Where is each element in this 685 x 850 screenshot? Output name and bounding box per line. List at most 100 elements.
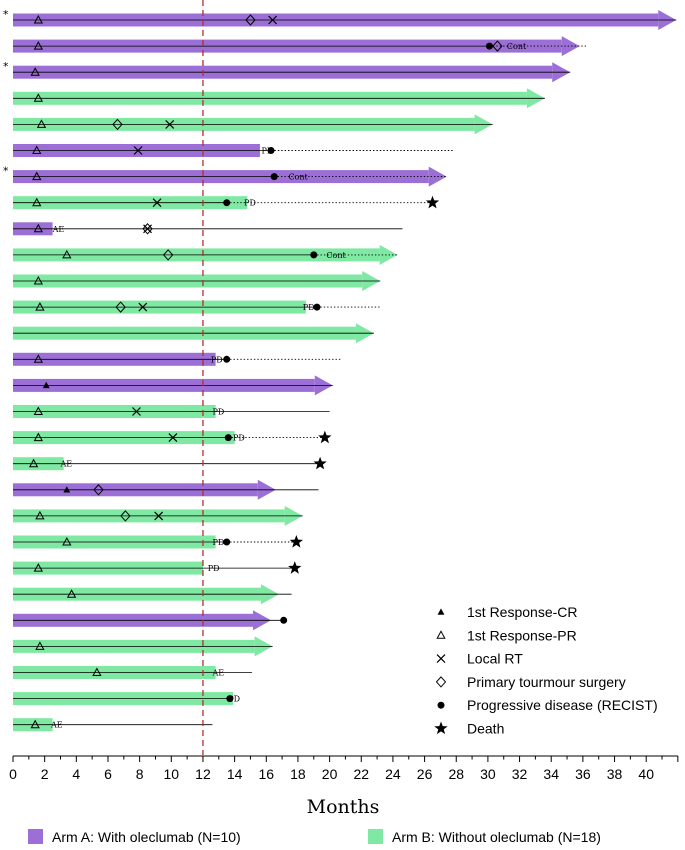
death-marker	[313, 456, 327, 470]
surgery-marker	[93, 484, 104, 496]
patient-row: * Cont	[3, 165, 447, 187]
patient-row: PD	[13, 195, 440, 210]
x-tick-label: 2	[41, 766, 49, 782]
pr-marker	[33, 406, 43, 415]
patient-row: AE	[13, 718, 213, 732]
pr-marker	[33, 354, 43, 363]
pr-marker	[92, 667, 102, 676]
pr-marker	[33, 14, 43, 24]
death-marker	[318, 430, 332, 444]
patient-row: PD	[13, 692, 240, 706]
arm-a-swatch	[28, 829, 43, 844]
patient-row: PD	[13, 430, 332, 445]
patient-row: PD	[13, 561, 302, 575]
bar-end-label: PD	[211, 355, 223, 364]
bar-end-label: PD	[228, 695, 240, 704]
x-tick-label: 14	[227, 766, 243, 782]
pr-marker	[33, 432, 43, 442]
pr-marker	[32, 171, 42, 181]
surgery-marker	[162, 249, 174, 261]
legend-item: Death	[434, 721, 504, 737]
x-tick-label: 12	[195, 766, 211, 782]
patient-row: PD	[13, 405, 330, 418]
legend-label: Local RT	[467, 651, 523, 667]
pr-marker	[62, 249, 72, 259]
bar-end-label: Cont	[288, 173, 308, 182]
patient-row: PD	[13, 300, 381, 314]
cr-marker	[63, 486, 71, 493]
bar-end-label: AE	[211, 669, 224, 678]
local-rt-marker	[138, 302, 148, 312]
surgery-marker	[115, 301, 126, 313]
local-rt-marker	[168, 433, 178, 443]
arm-b-swatch	[368, 829, 383, 844]
cr-marker	[42, 381, 50, 389]
x-tick-label: 40	[638, 766, 654, 782]
surgery-marker	[435, 676, 447, 688]
x-tick-label: 24	[385, 766, 401, 782]
pr-marker	[30, 719, 40, 729]
x-tick-label: 16	[258, 766, 274, 782]
x-tick-label: 0	[9, 766, 17, 782]
cr-marker	[437, 608, 445, 615]
patient-row: PD	[13, 352, 343, 366]
pd-marker	[270, 173, 278, 181]
x-tick-label: 26	[417, 766, 433, 782]
bar-end-label: AE	[52, 225, 65, 234]
x-tick-label: 6	[104, 766, 112, 782]
x-axis-title: Months	[307, 796, 380, 818]
bar-end-label: PD	[262, 147, 274, 156]
patient-row	[13, 479, 319, 500]
pd-marker	[223, 199, 231, 207]
local-rt-marker	[436, 654, 446, 664]
bar-end-label: PD	[212, 408, 224, 417]
pr-marker	[32, 197, 42, 207]
surgery-marker	[245, 14, 256, 26]
patient-row	[13, 610, 288, 631]
patient-row	[13, 505, 303, 526]
bar-end-label: PD	[303, 303, 315, 312]
x-tick-label: 28	[448, 766, 464, 782]
pr-marker	[66, 589, 77, 598]
local-rt-marker	[132, 407, 141, 416]
legend-item: 1st Response-CR	[437, 604, 578, 620]
local-rt-marker	[154, 511, 164, 521]
x-tick-label: 34	[543, 766, 559, 782]
x-axis: 0 2 4 6 8 10 12 14 16 18 20 22 24 26 28 30 32 34 36 38 40	[9, 755, 679, 782]
patient-row	[13, 88, 545, 109]
patient-row: *	[3, 8, 677, 30]
pr-marker	[33, 223, 43, 233]
pd-marker	[485, 42, 493, 50]
asterisk-mark: *	[3, 8, 9, 21]
patient-rows: * Cont * PD * Cont PD AE Cont PD PD PD PD AE PD PD AE PD A…	[3, 8, 677, 732]
pr-marker	[33, 93, 43, 102]
x-tick-label: 36	[575, 766, 591, 782]
x-tick-label: 22	[353, 766, 369, 782]
legend-label: 1st Response-PR	[467, 627, 577, 643]
pr-marker	[436, 630, 446, 639]
asterisk-mark: *	[3, 60, 9, 73]
pd-marker	[313, 303, 321, 311]
pr-marker	[32, 145, 42, 154]
pd-marker	[437, 701, 445, 709]
pd-marker	[223, 355, 231, 363]
pr-marker	[35, 302, 45, 311]
x-tick-label: 8	[136, 766, 144, 782]
patient-row: Cont	[13, 244, 398, 265]
patient-row: Cont	[13, 36, 587, 57]
legend-label: Death	[467, 721, 504, 737]
x-tick-label: 4	[72, 766, 80, 782]
x-tick-label: 30	[480, 766, 496, 782]
pd-marker	[267, 147, 275, 154]
patient-row: AE	[13, 222, 403, 236]
pr-marker	[28, 458, 39, 468]
legend-label: Progressive disease (RECIST)	[467, 697, 658, 713]
surgery-marker	[142, 223, 153, 235]
patient-row	[13, 584, 292, 605]
x-tick-label: 10	[164, 766, 180, 782]
bar-end-label: PD	[244, 199, 256, 208]
death-marker	[288, 561, 302, 574]
bar-end-label: PD	[212, 538, 224, 547]
patient-row	[13, 114, 493, 135]
